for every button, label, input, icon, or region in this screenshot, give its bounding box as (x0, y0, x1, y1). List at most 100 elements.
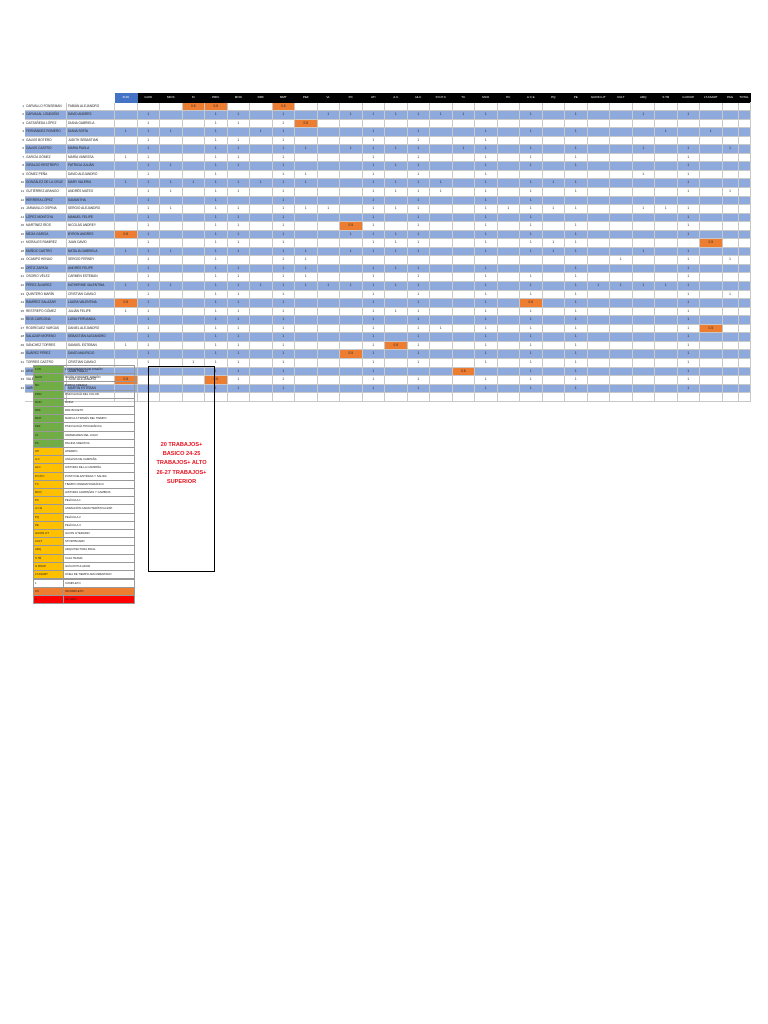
grade-cell: 1 (361, 272, 385, 283)
grade-cell (451, 152, 475, 163)
grade-cell (406, 118, 430, 129)
grade-cell (249, 238, 273, 248)
grade-cell (429, 127, 453, 137)
grade-cell: 1 (114, 246, 138, 257)
grade-cell: 1 (204, 110, 228, 120)
grade-cell (316, 229, 340, 240)
column-header: TOTAL (737, 93, 751, 103)
student-first-name: JUDITH SEBASTIAN (66, 135, 115, 146)
grade-cell (699, 357, 723, 368)
grade-cell (654, 298, 678, 308)
legend-row: TC TIEMPO CINEMATOGRÁFICO (33, 479, 135, 490)
grade-cell: 1 (136, 349, 160, 359)
grade-cell (181, 187, 205, 197)
grade-cell (384, 135, 408, 146)
grade-cell (496, 306, 520, 317)
grade-cell (451, 315, 475, 325)
grade-cell: 1 (204, 332, 228, 342)
grade-cell (114, 212, 138, 223)
grade-cell (737, 323, 751, 334)
legend-description: MODA (63, 397, 135, 408)
grade-cell (451, 238, 475, 248)
grade-cell (609, 144, 633, 154)
grade-cell (429, 306, 453, 317)
grade-cell (586, 204, 610, 214)
student-first-name: SAMANTHA (66, 195, 115, 206)
student-surname: ORTIZ ZAPATA (24, 263, 67, 274)
grade-cell (737, 169, 751, 180)
grade-cell (496, 332, 520, 342)
row-number: 23 (20, 291, 24, 296)
student-surname: GIRALDO RESTREPO (24, 161, 67, 171)
grade-cell (541, 152, 565, 163)
grade-cell (737, 127, 751, 137)
grade-cell: 1 (474, 272, 498, 283)
grade-cell: 1 (609, 281, 633, 291)
grade-cell: 0.5 (699, 323, 723, 334)
grade-cell: 1 (204, 118, 228, 129)
grade-cell (496, 101, 520, 112)
grade-cell: 1 (519, 315, 543, 325)
grade-cell: 1 (384, 246, 408, 257)
grades-table: FUN GUIO MICS M PRIC MOD RRF MMT PEF VL PC ATI A.C HL… (18, 93, 751, 402)
grade-cell: 1 (406, 127, 430, 137)
grade-cell (429, 315, 453, 325)
grade-cell: 1 (226, 246, 250, 257)
grade-cell (609, 332, 633, 342)
grade-cell (429, 349, 453, 359)
student-first-name: CARMEN ESTEBAN (66, 272, 115, 283)
grade-cell (609, 204, 633, 214)
status-description: INCOMPLETO (63, 587, 135, 596)
grade-cell: 1 (519, 187, 543, 197)
grade-cell: 1 (226, 315, 250, 325)
grade-cell (159, 323, 183, 334)
grade-cell: 1 (406, 152, 430, 163)
student-first-name: SERGIO FERNEY (66, 255, 115, 265)
grade-cell (699, 246, 723, 257)
grade-cell (699, 315, 723, 325)
legend-code: P.O.P.C (33, 471, 64, 481)
grade-cell: 1 (676, 144, 700, 154)
grade-cell (609, 366, 633, 377)
column-header: MICS (159, 93, 183, 103)
grade-cell: 1 (631, 110, 655, 120)
student-surname: MUÑOZ CASTRO (24, 246, 67, 257)
grade-cell (316, 255, 340, 265)
legend-row: G ROUP GUÍA ROTULADOR (33, 561, 135, 572)
grade-cell: 1 (564, 349, 588, 359)
grade-cell: 1 (474, 110, 498, 120)
grade-cell (699, 229, 723, 240)
grade-cell: 1 (474, 306, 498, 317)
grade-cell: 1 (271, 187, 295, 197)
grade-cell (181, 212, 205, 223)
grade-cell (609, 349, 633, 359)
student-first-name: BYRON ANDRES (66, 229, 115, 240)
grade-cell (249, 204, 273, 214)
grade-cell (496, 315, 520, 325)
grade-cell: 1 (271, 178, 295, 188)
student-row: 17 MORALES RAMÍREZ JUAN DAVID 1 1 1 1 1 1 1 1 1 1 1 0.… (19, 238, 751, 248)
student-first-name: MARY VALERIA (66, 178, 115, 188)
grade-cell (496, 135, 520, 146)
grade-cell (721, 306, 739, 317)
grade-cell (496, 289, 520, 300)
grade-cell (384, 221, 408, 231)
grade-cell (721, 178, 739, 188)
grade-cell (294, 229, 318, 240)
grade-cell (316, 272, 340, 283)
grade-cell (564, 212, 588, 223)
student-row: 11 GUTIÉRREZ ARANGO ANDRÉS MATEO 1 1 1 1 1 1 1 1 1 1… (19, 187, 751, 197)
student-surname: GALVIS BOTERO (24, 135, 67, 146)
grade-cell (699, 101, 723, 112)
grade-cell (654, 135, 678, 146)
grade-cell (159, 169, 183, 180)
grade-cell (541, 340, 565, 351)
grade-cell (654, 161, 678, 171)
grade-cell (339, 101, 363, 112)
grade-cell: 1 (676, 298, 700, 308)
grade-cell: 1 (339, 229, 363, 240)
student-surname: SÁNCHEZ TORRES (24, 340, 67, 351)
grade-cell (631, 323, 655, 334)
